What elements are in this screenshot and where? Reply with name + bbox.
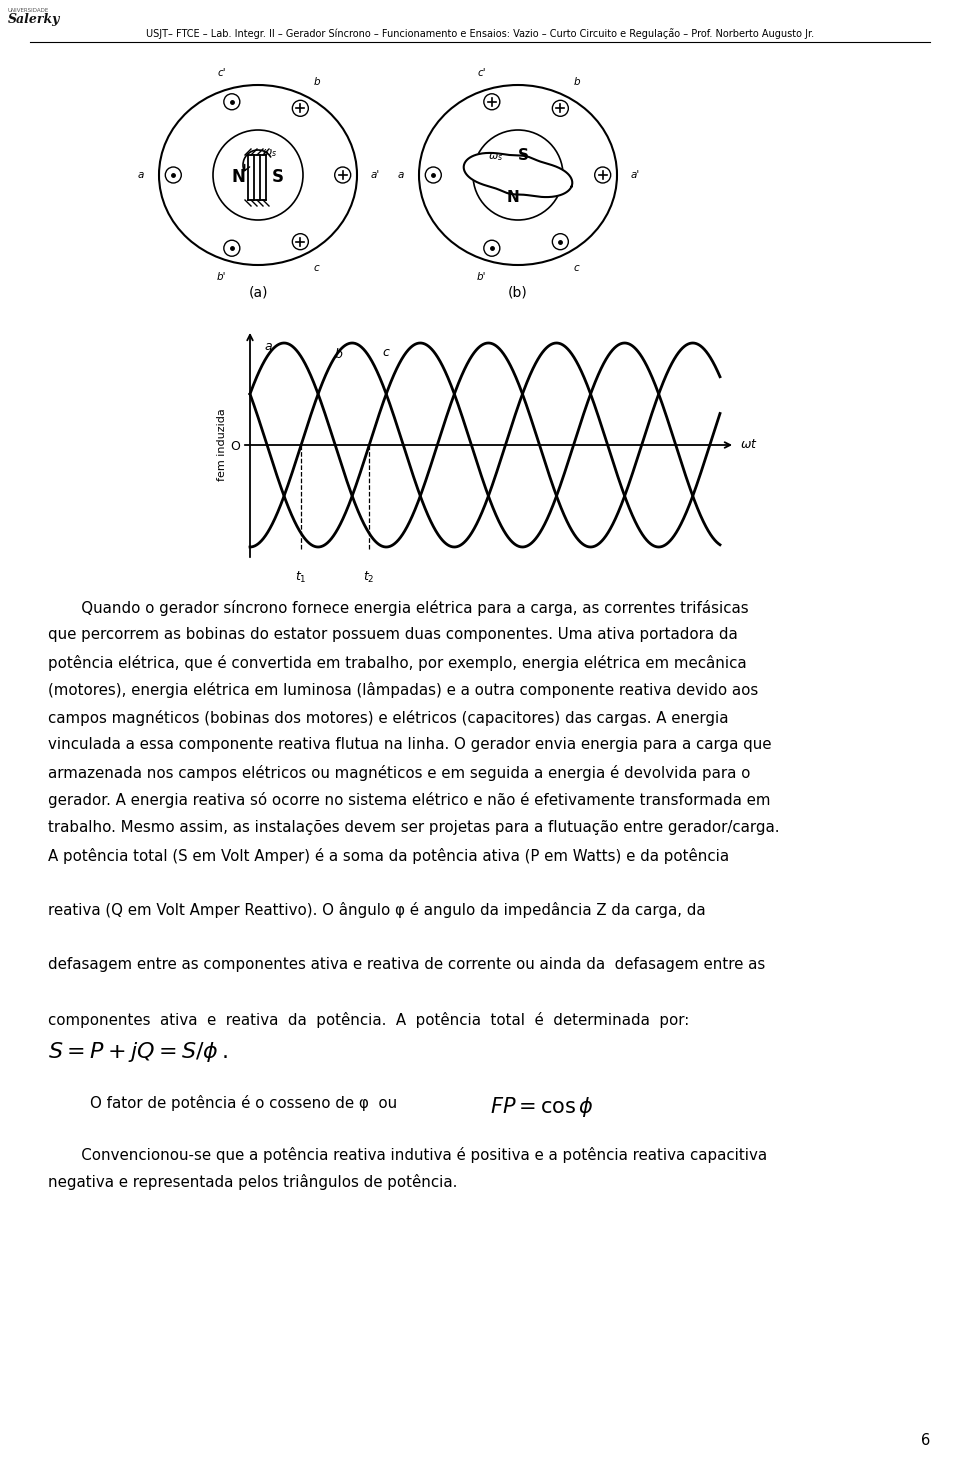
Text: Convencionou-se que a potência reativa indutiva é positiva e a potência reativa : Convencionou-se que a potência reativa i… [48, 1146, 767, 1162]
Circle shape [484, 94, 500, 110]
Text: USJT– FTCE – Lab. Integr. II – Gerador Síncrono – Funcionamento e Ensaios: Vazio: USJT– FTCE – Lab. Integr. II – Gerador S… [146, 28, 814, 40]
Text: $t_1$: $t_1$ [296, 569, 307, 586]
Text: defasagem entre as componentes ativa e reativa de corrente ou ainda da  defasage: defasagem entre as componentes ativa e r… [48, 957, 765, 972]
Text: c: c [383, 347, 390, 360]
Circle shape [552, 101, 568, 116]
Text: b': b' [477, 272, 487, 281]
Circle shape [293, 101, 308, 116]
Text: c': c' [477, 69, 486, 78]
Text: b': b' [217, 272, 227, 281]
Text: $\omega t$: $\omega t$ [740, 439, 757, 451]
Text: a: a [397, 170, 403, 180]
Text: $\omega_s$: $\omega_s$ [489, 151, 504, 163]
Text: trabalho. Mesmo assim, as instalações devem ser projetas para a flutuação entre : trabalho. Mesmo assim, as instalações de… [48, 820, 780, 834]
Text: A potência total (S em Volt Amper) é a soma da potência ativa (P em Watts) e da : A potência total (S em Volt Amper) é a s… [48, 848, 730, 864]
Text: $S = P + jQ = S/\phi\,.$: $S = P + jQ = S/\phi\,.$ [48, 1039, 228, 1064]
Circle shape [425, 167, 442, 183]
Text: $\omega_s$: $\omega_s$ [262, 146, 277, 160]
Polygon shape [464, 152, 572, 198]
Text: que percorrem as bobinas do estator possuem duas componentes. Uma ativa portador: que percorrem as bobinas do estator poss… [48, 628, 737, 643]
Text: $t_2$: $t_2$ [364, 569, 375, 586]
Text: N: N [231, 168, 245, 186]
Text: c': c' [217, 69, 226, 78]
Text: (a): (a) [249, 285, 268, 299]
Text: O: O [230, 441, 240, 454]
Circle shape [484, 240, 500, 256]
Text: campos magnéticos (bobinas dos motores) e elétricos (capacitores) das cargas. A : campos magnéticos (bobinas dos motores) … [48, 710, 729, 726]
Text: S: S [517, 148, 529, 163]
Text: vinculada a essa componente reativa flutua na linha. O gerador envia energia par: vinculada a essa componente reativa flut… [48, 738, 772, 752]
Text: (b): (b) [508, 285, 528, 299]
Text: $FP = \cos\phi$: $FP = \cos\phi$ [490, 1095, 594, 1118]
Circle shape [224, 94, 240, 110]
Text: a: a [264, 341, 272, 353]
Text: c: c [314, 262, 320, 272]
Circle shape [165, 167, 181, 183]
Circle shape [335, 167, 350, 183]
Text: 6: 6 [921, 1433, 930, 1448]
Circle shape [552, 234, 568, 250]
Text: b: b [334, 348, 342, 362]
Text: armazenada nos campos elétricos ou magnéticos e em seguida a energia é devolvida: armazenada nos campos elétricos ou magné… [48, 766, 751, 780]
Text: O fator de potência é o cosseno de φ  ou: O fator de potência é o cosseno de φ ou [90, 1095, 397, 1111]
Text: (motores), energia elétrica em luminosa (lâmpadas) e a outra componente reativa : (motores), energia elétrica em luminosa … [48, 682, 758, 698]
Circle shape [594, 167, 611, 183]
Text: b: b [314, 78, 321, 88]
Text: UNIVERSIDADE: UNIVERSIDADE [8, 7, 49, 13]
Text: Quando o gerador síncrono fornece energia elétrica para a carga, as correntes tr: Quando o gerador síncrono fornece energi… [48, 600, 749, 616]
Text: a': a' [631, 170, 640, 180]
Text: gerador. A energia reativa só ocorre no sistema elétrico e não é efetivamente tr: gerador. A energia reativa só ocorre no … [48, 792, 771, 808]
Text: potência elétrica, que é convertida em trabalho, por exemplo, energia elétrica e: potência elétrica, que é convertida em t… [48, 654, 747, 671]
Text: fem induzida: fem induzida [217, 408, 227, 482]
Text: a: a [137, 170, 143, 180]
Text: S: S [272, 168, 284, 186]
Text: a': a' [372, 170, 380, 180]
Text: componentes  ativa  e  reativa  da  potência.  A  potência  total  é  determinad: componentes ativa e reativa da potência.… [48, 1013, 689, 1029]
Text: negativa e representada pelos triângulos de potência.: negativa e representada pelos triângulos… [48, 1174, 457, 1190]
Text: c: c [574, 262, 580, 272]
Text: N: N [507, 189, 519, 205]
Circle shape [293, 234, 308, 250]
Text: reativa (Q em Volt Amper Reattivo). O ângulo φ é angulo da impedância Z da carga: reativa (Q em Volt Amper Reattivo). O ân… [48, 902, 706, 918]
Text: b: b [573, 78, 580, 88]
Circle shape [224, 240, 240, 256]
Text: Salerky: Salerky [8, 13, 60, 26]
